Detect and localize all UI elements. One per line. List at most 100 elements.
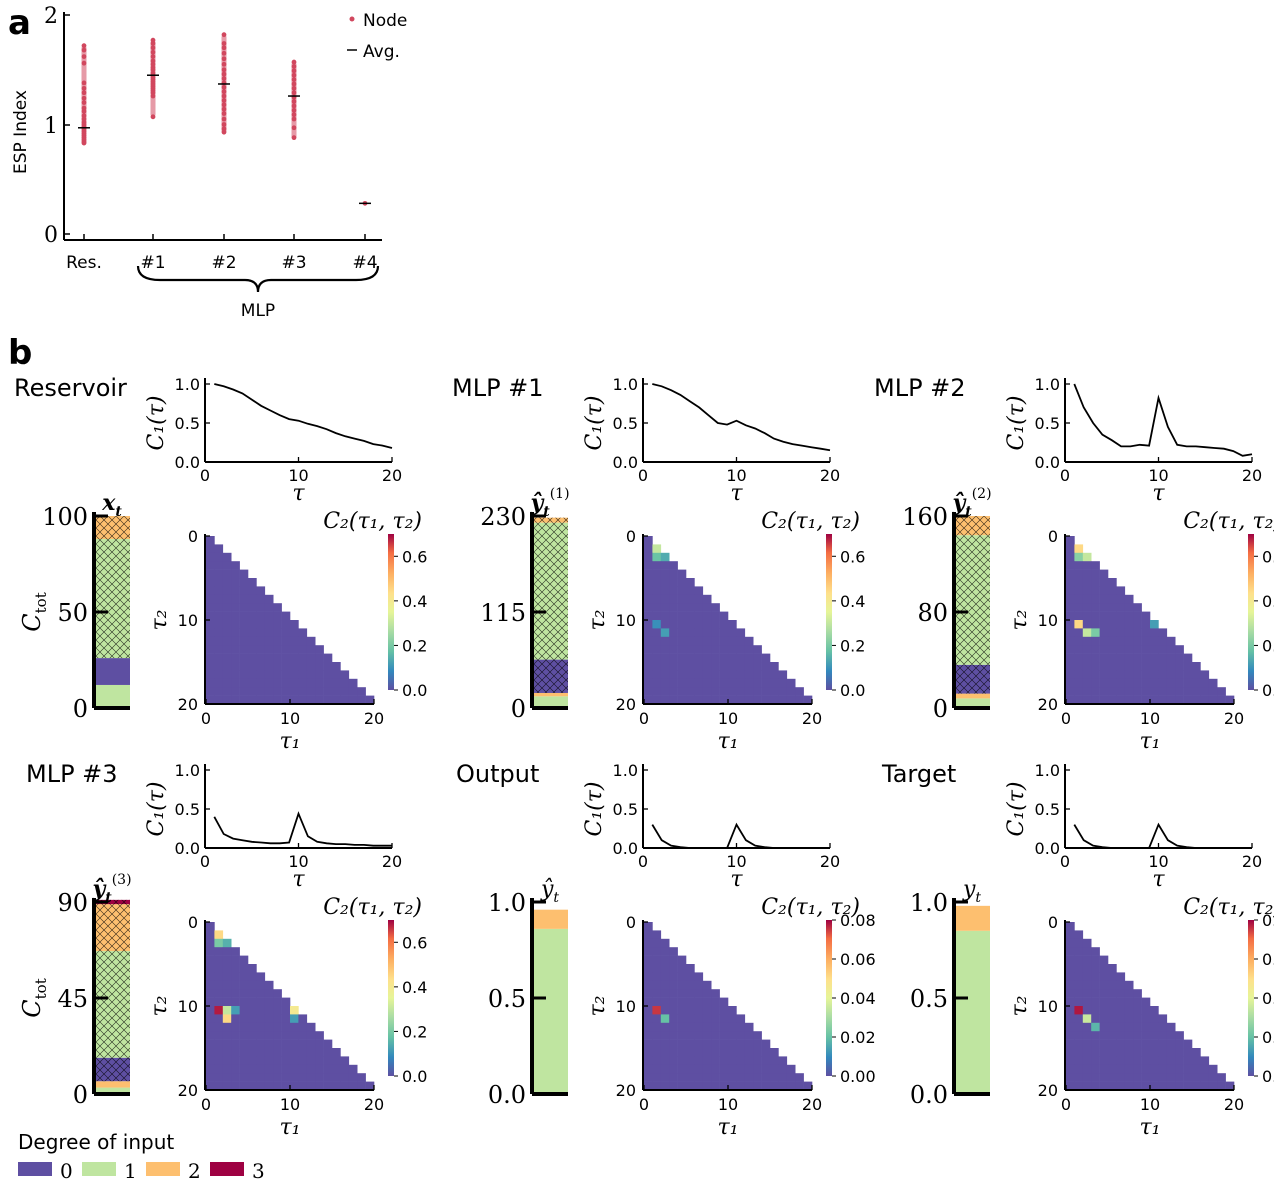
heatmap-cell bbox=[669, 947, 678, 956]
bar-tick-label: 0 bbox=[933, 695, 948, 723]
heatmap-cell bbox=[1141, 1031, 1151, 1040]
heatmap-cell bbox=[1124, 1056, 1134, 1066]
node-point bbox=[221, 126, 227, 132]
c2-ytick-label: 0 bbox=[626, 527, 636, 546]
heatmap-cell bbox=[1074, 972, 1084, 982]
bar-label: ŷt(2) bbox=[951, 486, 991, 520]
heatmap-cell bbox=[719, 670, 729, 680]
heatmap-cell bbox=[736, 1039, 746, 1049]
heatmap-cell bbox=[1082, 1064, 1092, 1074]
heatmap-cell bbox=[1150, 1022, 1159, 1032]
heatmap-cell bbox=[694, 972, 704, 982]
heatmap-cell bbox=[1091, 586, 1100, 596]
heatmap-cell bbox=[753, 1048, 762, 1057]
heatmap-cell bbox=[281, 636, 291, 646]
heatmap-cell bbox=[264, 695, 274, 705]
heatmap-cell bbox=[273, 611, 282, 621]
heatmap-cell bbox=[660, 670, 670, 680]
heatmap-cell bbox=[1108, 1039, 1117, 1049]
heatmap-cell bbox=[711, 1056, 720, 1066]
cbar-tick-label: 0.2 bbox=[402, 1022, 427, 1041]
heatmap-cell bbox=[298, 1039, 308, 1049]
heatmap-cell bbox=[1124, 594, 1134, 604]
heatmap-cell bbox=[736, 1022, 746, 1032]
heatmap-cell bbox=[1099, 980, 1109, 990]
heatmap-cell bbox=[669, 1022, 678, 1032]
panel-b-letter: b bbox=[8, 333, 32, 373]
c1-series-line bbox=[651, 822, 830, 849]
heatmap-cell bbox=[652, 670, 662, 680]
heatmap-cell bbox=[803, 1081, 813, 1091]
heatmap-cell bbox=[1116, 997, 1126, 1007]
heatmap-cell bbox=[711, 603, 720, 612]
cbar-tick-label: 0.6 bbox=[840, 547, 865, 566]
c1-ylabel: C₁(τ) bbox=[582, 782, 607, 837]
heatmap-cell bbox=[256, 1022, 266, 1032]
heatmap-cell bbox=[711, 1031, 720, 1040]
heatmap-cell bbox=[231, 620, 240, 629]
heatmap-cell bbox=[702, 603, 712, 612]
heatmap-cell bbox=[744, 678, 754, 688]
heatmap-cell bbox=[231, 997, 240, 1007]
heatmap-cell bbox=[660, 594, 670, 604]
heatmap-cell bbox=[256, 670, 266, 680]
heatmap-cell bbox=[281, 1014, 291, 1024]
heatmap-cell bbox=[1141, 611, 1151, 621]
heatmap-cell bbox=[1091, 611, 1100, 621]
heatmap-cell bbox=[770, 1073, 779, 1082]
c2-ytick-label: 20 bbox=[178, 1081, 198, 1100]
heatmap-cell bbox=[1082, 645, 1092, 654]
heatmap-cell bbox=[736, 662, 746, 671]
heatmap-cell bbox=[1166, 1064, 1176, 1074]
heatmap-cell bbox=[306, 1073, 316, 1082]
heatmap-cell bbox=[1082, 972, 1092, 982]
heatmap-cell bbox=[702, 980, 712, 990]
heatmap-cell bbox=[1158, 1022, 1168, 1032]
heatmap-cell bbox=[761, 1056, 771, 1066]
heatmap-cell bbox=[281, 997, 291, 1007]
heatmap-cell bbox=[644, 662, 653, 671]
heatmap-cell bbox=[1133, 620, 1142, 629]
heatmap-cell bbox=[231, 1048, 240, 1057]
heatmap-cell bbox=[1150, 1064, 1159, 1074]
heatmap-cell bbox=[206, 636, 215, 646]
heatmap-cell bbox=[660, 611, 670, 621]
heatmap-cell bbox=[264, 989, 274, 998]
heatmap-cell bbox=[1150, 645, 1159, 654]
heatmap-cell bbox=[248, 670, 257, 680]
heatmap-cell bbox=[644, 603, 653, 612]
heatmap-cell bbox=[1091, 594, 1100, 604]
c1-xtick-label: 10 bbox=[1148, 852, 1168, 871]
heatmap-cell bbox=[290, 1006, 299, 1015]
panel-a-letter: a bbox=[8, 3, 31, 43]
heatmap-cell bbox=[231, 603, 240, 612]
bar-segment-hatch bbox=[94, 1057, 130, 1082]
heatmap-cell bbox=[1091, 670, 1100, 680]
heatmap-cell bbox=[231, 972, 240, 982]
heatmap-cell bbox=[1066, 938, 1075, 948]
heatmap-cell bbox=[669, 561, 678, 570]
heatmap-cell bbox=[1124, 620, 1134, 629]
heatmap-cell bbox=[660, 1073, 670, 1082]
heatmap-cell bbox=[644, 1073, 653, 1082]
c1-xlabel: τ bbox=[730, 867, 743, 892]
heatmap-cell bbox=[744, 1022, 754, 1032]
heatmap-cell bbox=[728, 1022, 737, 1032]
heatmap-cell bbox=[306, 670, 316, 680]
heatmap-cell bbox=[1066, 552, 1075, 562]
heatmap-cell bbox=[340, 1073, 350, 1082]
node-point bbox=[150, 67, 156, 73]
heatmap-cell bbox=[206, 980, 215, 990]
heatmap-cell bbox=[1175, 687, 1184, 696]
heatmap-cell bbox=[1091, 620, 1100, 629]
c1-xtick-label: 20 bbox=[1242, 466, 1262, 485]
bar-segment-degree-2 bbox=[532, 692, 568, 697]
heatmap-cell bbox=[206, 687, 215, 696]
node-point bbox=[221, 50, 227, 56]
heatmap-cell bbox=[214, 1022, 224, 1032]
heatmap-cell bbox=[1175, 1073, 1184, 1082]
c1-ytick-label: 0.0 bbox=[613, 453, 638, 472]
heatmap-cell bbox=[702, 1073, 712, 1082]
heatmap-cell bbox=[239, 1006, 249, 1015]
